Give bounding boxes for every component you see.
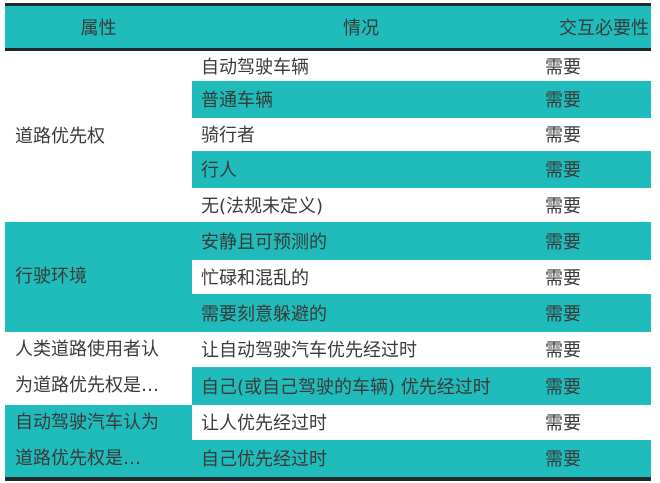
necessity-cell: 需要 <box>545 125 581 146</box>
table-row: 道路优先权 自动驾驶车辆 需要 <box>5 50 651 147</box>
group-label: 道路优先权 <box>5 50 192 222</box>
situation-cell: 自己优先经过时 <box>192 439 530 479</box>
situation-cell: 自动驾驶车辆 <box>201 56 309 78</box>
table-row: 行驶环境 安静且可预测的 需要 <box>5 221 651 332</box>
necessity-cell: 需要 <box>530 293 651 332</box>
header-situation: 情况 <box>343 18 379 39</box>
situation-cell: 普通车辆 <box>192 80 530 118</box>
group-label-line: 自动驾驶汽车认为 <box>5 404 192 440</box>
necessity-cell: 需要 <box>530 150 651 188</box>
situation-cell: 让自动驾驶汽车优先经过时 <box>201 340 417 361</box>
situation-cell: 让人优先经过时 <box>201 413 327 434</box>
situation-cell: 骑行者 <box>201 125 255 146</box>
header-attribute: 属性 <box>80 18 117 39</box>
situation-cell: 忙碌和混乱的 <box>201 267 309 289</box>
necessity-cell: 需要 <box>530 439 651 479</box>
table-row: 人类道路使用者认 让自动驾驶汽车优先经过时 需要 <box>5 332 651 367</box>
situation-cell: 安静且可预测的 <box>192 221 530 260</box>
table-row: 骑行者 需要 <box>5 118 651 151</box>
group-label-text: 为道路优先权是… <box>15 375 159 396</box>
table-row: 行人 需要 <box>5 150 651 188</box>
header-necessity: 交互必要性 <box>559 18 649 39</box>
necessity-cell: 需要 <box>530 221 651 260</box>
group-label-text: 人类道路使用者认 <box>15 338 159 360</box>
table-row: 道路优先权是… 自己优先经过时 需要 <box>5 439 651 479</box>
priority-interaction-table: 属性 情况 交互必要性 道路优先权 自动驾驶车辆 需要 普通车辆 需要 骑行者 … <box>5 3 651 481</box>
group-label-line: 道路优先权是… <box>5 439 192 479</box>
header-row: 属性 情况 交互必要性 <box>5 4 651 50</box>
group-label-text: 道路优先权 <box>15 125 105 147</box>
necessity-cell: 需要 <box>545 195 581 217</box>
group-label-line: 为道路优先权是… <box>5 367 192 405</box>
necessity-cell: 需要 <box>530 366 651 405</box>
table-row: 无(法规未定义) 需要 <box>5 188 651 222</box>
table-row: 为道路优先权是… 自己(或自己驾驶的车辆) 优先经过时 需要 <box>5 366 651 405</box>
situation-cell: 需要刻意躲避的 <box>192 293 530 332</box>
necessity-cell: 需要 <box>545 267 581 289</box>
situation-cell: 行人 <box>192 150 530 188</box>
table-row: 自动驾驶汽车认为 让人优先经过时 需要 <box>5 404 651 440</box>
situation-cell: 自己(或自己驾驶的车辆) 优先经过时 <box>192 366 530 405</box>
necessity-cell: 需要 <box>545 413 581 434</box>
necessity-cell: 需要 <box>530 80 651 118</box>
necessity-cell: 需要 <box>545 56 581 78</box>
group-label-text: 自动驾驶汽车认为 <box>15 411 159 433</box>
table-row: 需要刻意躲避的 需要 <box>5 293 651 332</box>
necessity-cell: 需要 <box>545 340 581 361</box>
group-label-text: 道路优先权是… <box>15 447 141 469</box>
group-label: 行驶环境 <box>5 221 192 332</box>
table-row: 忙碌和混乱的 需要 <box>5 260 651 294</box>
group-label-text: 行驶环境 <box>15 266 87 287</box>
group-label-line: 人类道路使用者认 <box>5 332 192 367</box>
situation-cell: 无(法规未定义) <box>201 195 324 217</box>
